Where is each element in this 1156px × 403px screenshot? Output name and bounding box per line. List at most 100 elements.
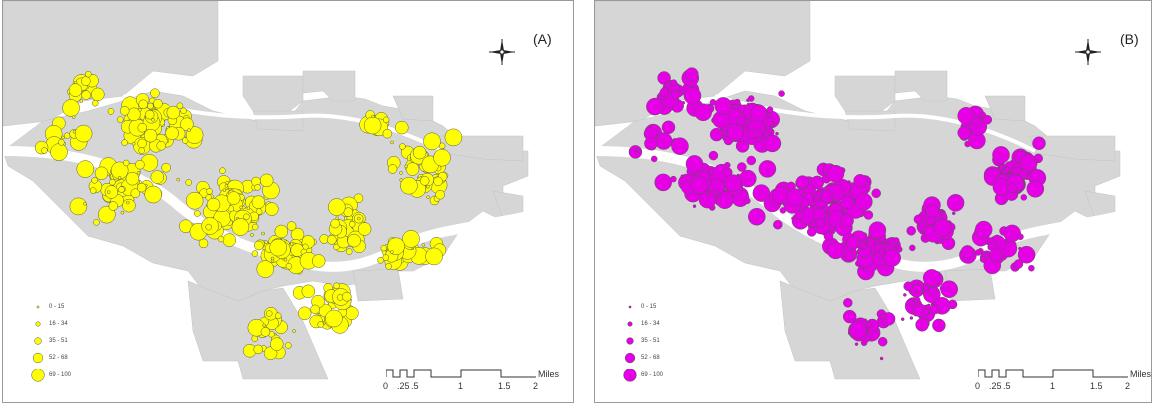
- map-symbol: [270, 256, 275, 261]
- map-symbol: [222, 188, 227, 192]
- map-symbol: [423, 132, 441, 151]
- map-symbol: [685, 67, 699, 81]
- legend-symbol: [31, 369, 45, 382]
- map-symbol: [71, 115, 76, 119]
- map-symbol: [843, 298, 853, 308]
- map-symbol: [387, 164, 398, 174]
- map-symbol: [251, 195, 266, 209]
- map-symbol: [69, 197, 88, 216]
- map-symbol: [747, 95, 755, 102]
- map-symbol: [256, 260, 275, 278]
- map-symbol: [270, 337, 284, 351]
- map-symbol: [922, 269, 941, 287]
- legend-item: 16 - 34: [29, 318, 89, 335]
- map-symbol: [404, 164, 408, 169]
- map-symbol: [402, 230, 420, 248]
- map-symbol: [940, 280, 958, 298]
- map-symbol: [1006, 173, 1010, 177]
- map-symbol: [1015, 160, 1020, 164]
- map-symbol: [387, 237, 405, 256]
- map-symbol: [119, 106, 130, 116]
- map-symbol: [345, 248, 353, 255]
- map-symbol: [435, 189, 445, 200]
- map-symbol: [330, 218, 340, 229]
- map-symbol: [1018, 169, 1029, 180]
- land-area: [352, 268, 404, 302]
- map-symbol: [264, 240, 268, 244]
- map-symbol: [744, 197, 751, 205]
- map-symbol: [724, 161, 731, 169]
- land-area: [392, 95, 434, 122]
- map-symbol: [1003, 224, 1021, 243]
- legend-label: 69 - 100: [49, 372, 72, 378]
- map-symbol: [930, 304, 940, 315]
- map-symbol: [400, 176, 418, 195]
- map-symbol: [654, 132, 673, 150]
- legend-symbol: [626, 337, 634, 345]
- map-symbol: [310, 304, 320, 315]
- map-symbol: [717, 194, 721, 198]
- map-symbol: [269, 238, 287, 257]
- map-symbol: [866, 239, 870, 244]
- map-symbol: [274, 224, 289, 239]
- map-symbol: [895, 246, 903, 253]
- map-panel-b: (B) 0 - 15 16 - 34 35 - 51 52 - 68 69 - 100 …: [594, 0, 1152, 403]
- map-symbol: [385, 263, 392, 270]
- map-symbol: [180, 117, 194, 131]
- map-symbol: [390, 140, 394, 145]
- map-symbol: [94, 166, 109, 181]
- map-symbol: [711, 188, 719, 195]
- map-symbol: [292, 329, 296, 333]
- legend-symbol: [624, 352, 636, 364]
- map-symbol: [685, 155, 704, 173]
- map-symbol: [327, 235, 337, 245]
- map-symbol: [91, 177, 98, 184]
- map-symbol: [251, 223, 259, 231]
- map-symbol: [840, 195, 854, 209]
- map-symbol: [93, 219, 100, 226]
- map-symbol: [847, 180, 851, 184]
- map-symbol: [265, 310, 273, 317]
- legend-symbol: [32, 352, 44, 364]
- map-symbol: [821, 189, 835, 204]
- map-symbol: [670, 89, 681, 100]
- map-symbol: [317, 321, 324, 328]
- map-symbol: [205, 223, 212, 231]
- map-symbol: [226, 191, 241, 205]
- map-symbol: [694, 103, 712, 122]
- map-legend: 0 - 15 16 - 34 35 - 51 52 - 68 69 - 100: [29, 301, 89, 386]
- legend-symbol: [627, 321, 633, 327]
- map-symbol: [778, 90, 785, 97]
- scale-unit-label: Miles: [1130, 369, 1152, 379]
- map-symbol: [363, 116, 382, 135]
- map-symbol: [989, 248, 1003, 262]
- legend-symbol: [34, 337, 42, 345]
- map-symbol: [72, 129, 77, 134]
- panel-label: (A): [533, 31, 552, 47]
- map-symbol: [107, 108, 115, 115]
- scale-tick-label: 1: [458, 381, 464, 391]
- map-symbol: [779, 207, 787, 214]
- map-symbol: [726, 123, 745, 142]
- map-symbol: [736, 116, 746, 126]
- map-symbol: [261, 231, 265, 236]
- map-symbol: [766, 106, 774, 113]
- map-symbol: [909, 316, 914, 320]
- map-symbol: [932, 318, 946, 333]
- map-symbol: [791, 216, 795, 221]
- map-symbol: [274, 312, 282, 320]
- map-symbol: [79, 99, 84, 103]
- land-area: [834, 75, 896, 117]
- map-symbol: [251, 250, 259, 257]
- map-symbol: [633, 148, 638, 152]
- map-symbol: [265, 202, 279, 216]
- map-symbol: [1028, 264, 1035, 272]
- map-symbol: [147, 102, 154, 110]
- map-symbol: [737, 162, 747, 172]
- map-symbol: [974, 220, 993, 239]
- map-symbol: [348, 220, 356, 228]
- map-symbol: [262, 323, 266, 328]
- map-symbol: [846, 236, 860, 250]
- map-symbol: [979, 111, 987, 119]
- map-symbol: [854, 342, 859, 346]
